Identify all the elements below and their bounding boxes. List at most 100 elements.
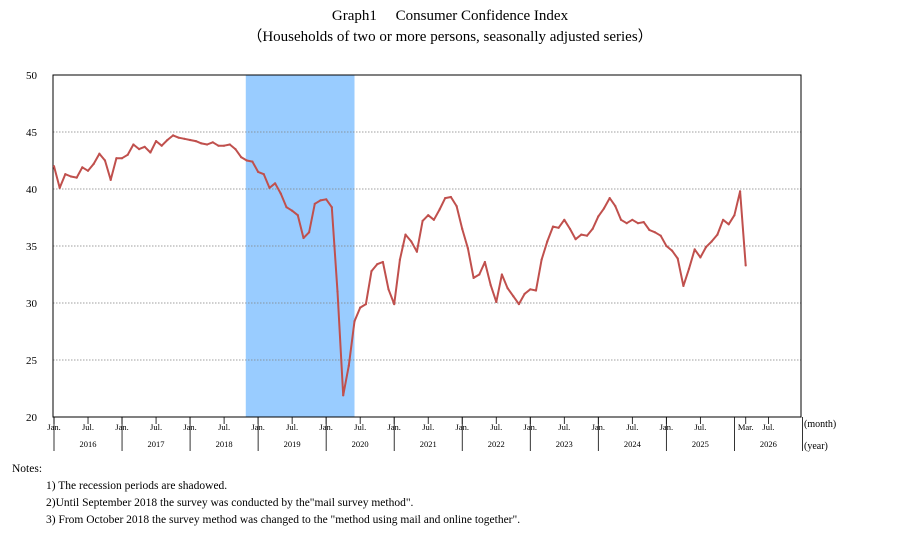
data-point [206,143,209,146]
data-point [676,257,679,260]
data-point [52,165,56,168]
series-line [53,134,747,397]
data-point [75,176,78,179]
x-axis-month-label: (month) [804,419,836,430]
data-point [716,233,719,236]
data-point [432,218,435,221]
data-point [580,233,583,236]
x-tick-label: Jul. [490,422,502,432]
year-label: 2017 [148,439,165,449]
data-point [744,264,747,267]
data-point [653,231,657,234]
data-point [387,288,390,291]
data-point [444,197,447,200]
data-point [172,134,175,137]
data-point [245,159,248,162]
x-tick-label: Jul. [354,422,366,432]
y-tick-label: 45 [26,127,38,139]
data-point [727,223,730,226]
data-point [614,205,617,208]
year-label: 2025 [692,439,709,449]
data-point [86,169,90,172]
data-point [308,231,311,234]
data-point [563,218,566,221]
x-tick-label: Jul. [558,422,570,432]
data-point [342,394,345,397]
data-point [478,273,481,276]
data-point [160,144,163,147]
data-point [183,137,186,140]
data-point [353,320,356,323]
data-point [166,138,169,142]
data-point [132,143,135,146]
data-point [279,192,282,195]
year-label: 2019 [284,439,301,449]
data-point [574,238,577,241]
data-point [517,303,521,306]
data-point [228,143,231,146]
data-point [608,197,611,200]
data-point [415,250,418,253]
data-point [404,233,407,236]
data-point [619,218,623,221]
data-point [103,159,107,162]
year-label: 2020 [352,439,369,449]
data-point [704,246,708,249]
data-point [120,157,124,160]
data-point [143,145,146,148]
data-point [359,306,362,309]
data-point [699,256,702,259]
data-point [557,226,560,229]
data-point [427,214,430,217]
data-point [285,206,288,209]
data-point [529,288,532,291]
data-point [336,290,339,293]
x-tick-label: Jul. [626,422,638,432]
data-point [370,270,373,273]
data-point [489,283,492,286]
data-point [546,240,549,243]
data-point [455,205,458,208]
data-point [642,221,645,224]
data-point [739,190,742,193]
x-tick-label: Jul. [286,422,298,432]
data-point [534,289,538,292]
year-label: 2018 [216,439,233,449]
data-point [313,202,316,205]
data-point [438,208,441,211]
data-point [92,162,95,165]
data-point [376,263,379,266]
data-point [410,240,413,243]
data-point [217,144,220,147]
x-tick-label: Mar. [738,422,754,432]
data-point [234,148,237,151]
data-point [591,227,594,230]
data-point [506,287,509,290]
data-point [138,148,141,151]
x-tick-label: Jul. [422,422,434,432]
data-point [115,157,118,160]
data-point [393,303,396,306]
data-point [648,228,651,232]
data-point [461,227,464,230]
y-tick-label: 50 [26,70,38,82]
year-label: 2022 [488,439,505,449]
x-tick-label: Jul. [694,422,706,432]
data-point [223,144,226,147]
year-label: 2026 [760,439,777,449]
data-point [568,227,572,230]
data-point [687,267,691,270]
data-point [449,195,452,199]
gridlines [53,131,801,361]
y-tick-label: 35 [26,241,38,253]
y-tick-label: 30 [26,298,38,310]
data-point [523,292,526,295]
year-label: 2024 [624,439,642,449]
data-point [665,244,668,248]
x-tick-label: Jul. [150,422,162,432]
data-point [98,152,101,155]
data-point [291,209,294,212]
data-point [585,234,589,237]
